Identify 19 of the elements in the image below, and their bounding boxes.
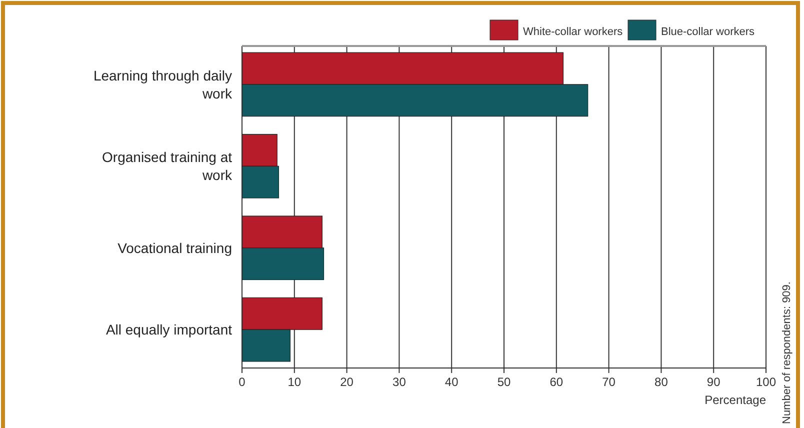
y-tick-label: Vocational training [118, 240, 232, 256]
x-tick-label: 100 [756, 375, 776, 389]
x-axis-title: Percentage [704, 393, 766, 407]
x-tick-label: 30 [392, 375, 406, 389]
x-tick-label: 90 [706, 375, 721, 389]
x-tick-label: 70 [602, 375, 616, 389]
y-tick-label: All equally important [106, 322, 232, 338]
legend-label: Blue-collar workers [661, 26, 756, 38]
text: Number of respondents: 909. [781, 282, 793, 424]
x-tick-label: 10 [288, 375, 302, 389]
x-tick-label: 50 [497, 375, 511, 389]
x-tick-label: 80 [654, 375, 668, 389]
y-tick-label: Organised training at work [102, 149, 233, 184]
x-tick-label: 40 [444, 375, 459, 389]
x-tick-label: 60 [550, 375, 564, 389]
legend-label: White-collar workers [523, 26, 624, 38]
x-tick-label: 20 [340, 375, 354, 389]
y-tick-label: Learning through daily work [93, 67, 233, 102]
x-tick-label: 0 [238, 375, 246, 389]
